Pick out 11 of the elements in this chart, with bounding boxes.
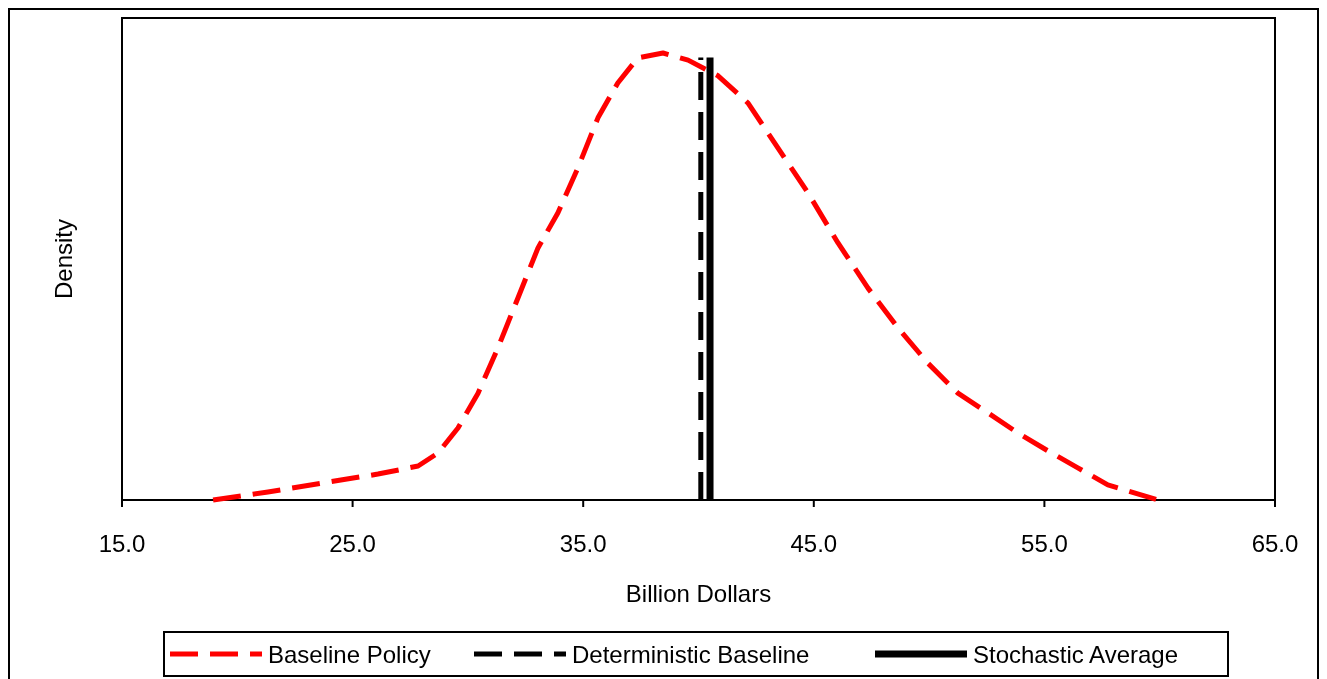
x-tick-label: 15.0 — [98, 530, 146, 557]
x-tick-label: 45.0 — [790, 530, 838, 557]
x-tick-label: 65.0 — [1251, 530, 1299, 557]
x-tick-label: 55.0 — [1021, 530, 1068, 557]
legend-label: Baseline Policy — [268, 641, 431, 668]
y-axis-title: Density — [50, 218, 77, 300]
x-tick-label: 35.0 — [559, 530, 607, 557]
legend-label: Deterministic Baseline — [572, 641, 810, 668]
legend-label: Stochastic Average — [973, 641, 1179, 668]
x-tick-label: 25.0 — [329, 530, 376, 557]
x-axis-title: Billion Dollars — [625, 580, 772, 607]
